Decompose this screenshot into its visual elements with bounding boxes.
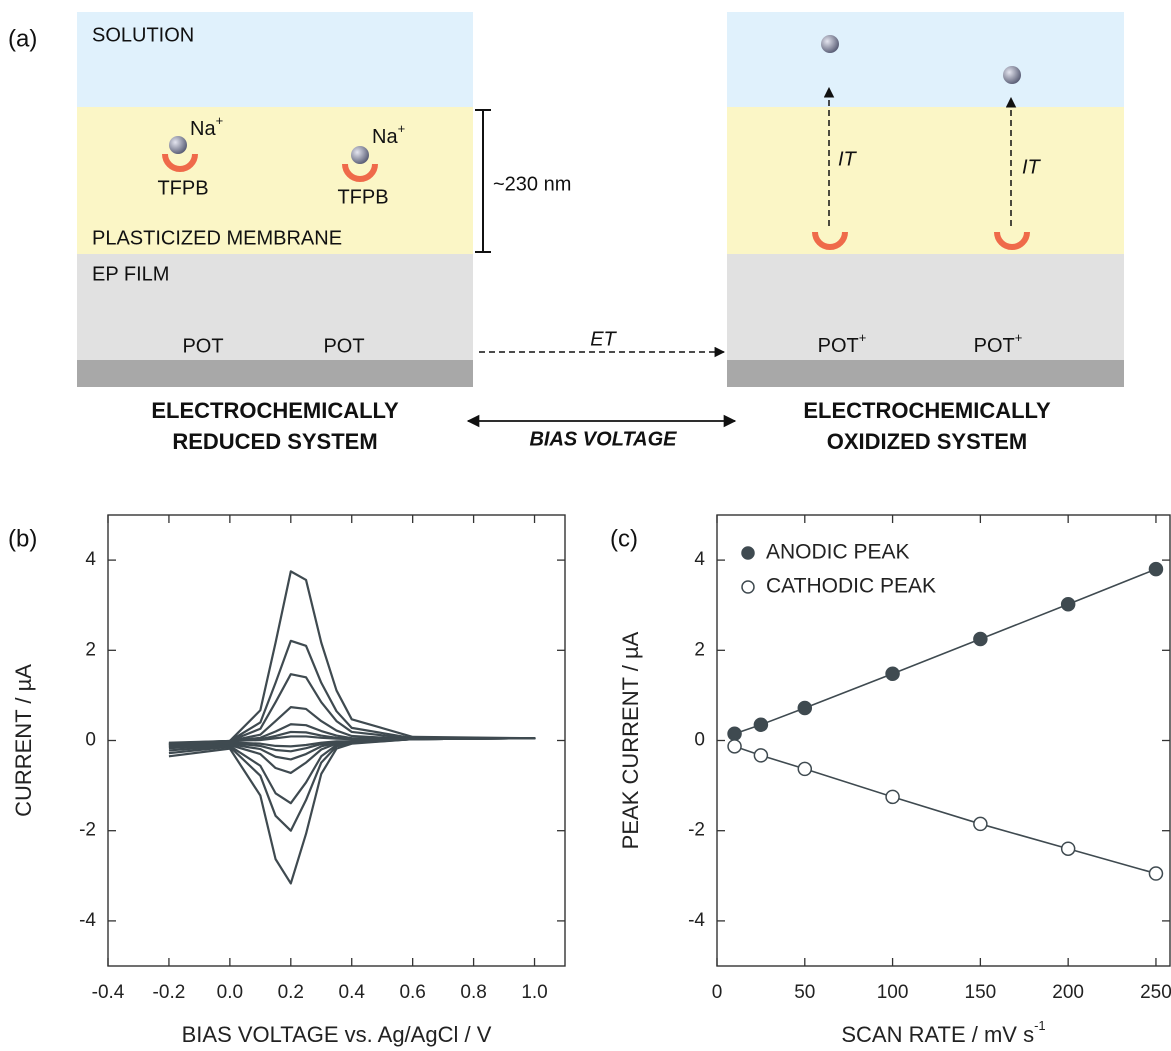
data-point [797,700,813,716]
ionophore [994,231,1030,250]
cv-curve [168,735,536,748]
legend-marker [741,580,755,594]
panel-label: (a) [8,25,37,52]
ionophore [342,163,378,182]
y-tick-label: -4 [688,910,705,931]
y-tick-label: 4 [694,549,705,570]
ion-label: Na+ [372,121,405,148]
system-title: REDUCED SYSTEM [172,429,377,454]
x-tick-label: -0.4 [92,982,125,1003]
x-tick-label: -0.2 [153,982,186,1003]
y-tick-label: 0 [85,730,96,751]
ionophore [812,231,848,250]
electrode [727,360,1124,387]
layer-label: SOLUTION [92,24,194,46]
et-label: ET [590,328,617,350]
data-point [753,717,769,732]
data-point [1060,597,1076,612]
data-point [753,748,769,763]
ion [821,35,839,53]
solution-layer [77,12,473,107]
x-tick-label: 100 [877,982,909,1003]
solution-layer [727,12,1124,107]
y-axis-label: PEAK CURRENT / µA [618,631,643,849]
data-point [797,761,813,777]
system-title: OXIDIZED SYSTEM [827,429,1027,454]
y-tick-label: -2 [79,820,96,841]
y-tick-label: -2 [688,820,705,841]
layer-label: PLASTICIZED MEMBRANE [92,227,342,249]
y-tick-label: -4 [79,910,96,931]
x-tick-label: 0.4 [339,982,366,1003]
ion [169,136,187,154]
legend-label: CATHODIC PEAK [766,575,936,598]
data-point [973,631,988,647]
x-tick-label: 0.2 [278,982,304,1003]
film-layer [727,254,1124,360]
data-point [727,739,742,754]
x-axis-label-sup: -1 [1034,1018,1046,1033]
x-axis-label-text: BIAS VOLTAGE vs. Ag/AgCl / V [182,1022,492,1047]
x-axis-label: BIAS VOLTAGE vs. Ag/AgCl / V [182,1022,492,1047]
panel-a: (a) SOLUTION PLASTICIZED MEMBRANE EP FIL… [8,12,1124,454]
x-tick-label: 0.6 [399,982,425,1003]
membrane-layer [77,107,473,254]
data-point [1060,841,1076,856]
data-point [885,789,900,805]
pot-label: POT+ [818,330,867,357]
data-point [973,816,988,832]
data-point [885,666,900,682]
y-tick-label: 0 [694,730,705,751]
y-tick-label: 2 [694,639,705,660]
pot-label: POT+ [974,330,1023,357]
x-axis-label: SCAN RATE / mV s-1 [841,1018,1045,1046]
ionophore [162,153,198,172]
ion-label: Na+ [190,113,223,140]
ion [1003,66,1021,84]
legend-marker [741,546,755,560]
y-tick-label: 2 [85,639,96,660]
pot-label: POT [182,335,223,357]
layer-label: EP FILM [92,263,169,285]
ion [351,146,369,164]
data-point [1148,561,1164,577]
x-tick-label: 200 [1052,982,1084,1003]
data-point [727,726,742,741]
film-layer [77,254,473,360]
x-tick-label: 0.0 [217,982,243,1003]
x-tick-label: 0 [712,982,723,1003]
y-axis-label: CURRENT / µA [11,664,36,817]
x-tick-label: 0.8 [460,982,486,1003]
x-tick-label: 50 [794,982,815,1003]
anion-label: TFPB [157,177,208,199]
electrode [77,360,473,387]
system-title: ELECTROCHEMICALLY [803,398,1051,423]
system-title: ELECTROCHEMICALLY [151,398,399,423]
data-point [1148,866,1164,881]
x-tick-label: 1.0 [521,982,547,1003]
bias-label: BIAS VOLTAGE [529,428,677,450]
fit-line [734,745,1157,875]
x-tick-label: 250 [1140,982,1171,1003]
legend-label: ANODIC PEAK [766,541,910,564]
it-label: IT [1022,156,1042,178]
it-label: IT [838,148,858,170]
membrane-layer [727,107,1124,254]
pot-label: POT [323,335,364,357]
panel-label: (b) [8,525,37,552]
thickness-label: ~230 nm [493,173,571,195]
y-tick-label: 4 [85,549,96,570]
x-axis-label-text: SCAN RATE / mV s [841,1022,1034,1047]
x-tick-label: 150 [965,982,997,1003]
panel-label: (c) [610,525,638,552]
anion-label: TFPB [337,186,388,208]
